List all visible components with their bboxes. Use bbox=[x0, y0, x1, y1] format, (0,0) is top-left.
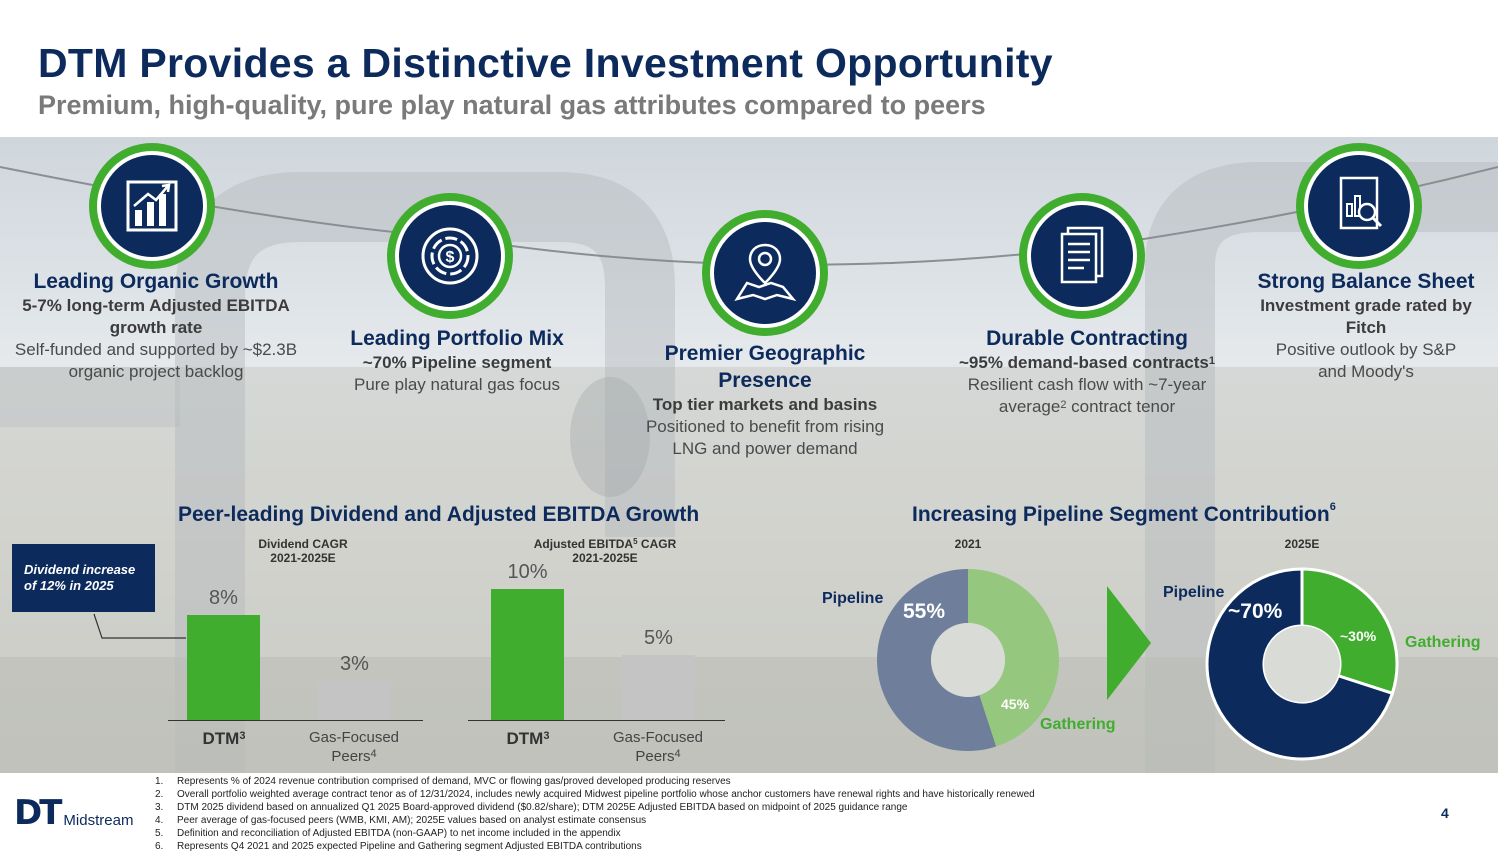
donut-chart-2021 bbox=[877, 569, 1059, 751]
donut-chart-2025 bbox=[1205, 567, 1399, 761]
logo-mark: DT bbox=[14, 793, 62, 833]
growth-section-title: Peer-leading Dividend and Adjusted EBITD… bbox=[178, 503, 700, 526]
feature-bold-text: Investment grade rated by Fitch bbox=[1260, 296, 1472, 337]
ebitda-cagr-heading: Adjusted EBITDA5 CAGR 2021-2025E bbox=[533, 537, 677, 565]
category-label: Gas-Focused Peers4 bbox=[612, 729, 704, 765]
bar-peers-dividend bbox=[318, 680, 391, 720]
feature-heading: Strong Balance Sheet bbox=[1257, 270, 1475, 293]
feature-heading: Leading Portfolio Mix bbox=[350, 327, 564, 350]
bar-dtm-ebitda bbox=[491, 589, 564, 720]
donut-slice-pipeline bbox=[877, 569, 997, 751]
footnotes: 1. Represents % of 2024 revenue contribut… bbox=[155, 775, 1035, 853]
feature-balance-sheet: Strong Balance Sheet Investment grade ra… bbox=[1250, 268, 1482, 383]
page-number: 4 bbox=[1441, 805, 1449, 821]
bar-value-label: 3% bbox=[340, 652, 369, 675]
feature-portfolio-mix: Leading Portfolio Mix ~70% Pipeline segm… bbox=[327, 325, 587, 396]
feature-bold-text: 5-7% long-term Adjusted EBITDA growth ra… bbox=[22, 296, 290, 337]
footnote-item: 6. Represents Q4 2021 and 2025 expected P… bbox=[155, 841, 642, 852]
feature-heading: Durable Contracting bbox=[986, 327, 1188, 350]
donut-value-pipeline-2021: 55% bbox=[903, 600, 946, 623]
category-label: DTM3 bbox=[202, 729, 246, 748]
footnote-item: 3. DTM 2025 dividend based on annualized … bbox=[155, 802, 908, 813]
donut-value-gathering-2025: ~30% bbox=[1340, 628, 1377, 644]
feature-text: Resilient cash flow with ~7-year average… bbox=[967, 375, 1207, 416]
page-title: DTM Provides a Distinctive Investment Op… bbox=[38, 40, 1053, 86]
feature-geographic-presence: Premier Geographic Presence Top tier mar… bbox=[625, 340, 905, 460]
bar-value-label: 5% bbox=[644, 626, 673, 649]
donut-2021-heading: 2021 bbox=[954, 537, 982, 551]
donut-2025-heading: 2025E bbox=[1284, 537, 1320, 551]
category-label: DTM3 bbox=[506, 729, 550, 748]
donut-slice-gathering bbox=[968, 569, 1059, 747]
feature-organic-growth: Leading Organic Growth 5-7% long-term Ad… bbox=[5, 268, 307, 383]
donut-value-gathering-2021: 45% bbox=[1001, 696, 1030, 712]
dollar-dial-icon: $ bbox=[387, 193, 513, 319]
feature-text: Pure play natural gas focus bbox=[353, 375, 560, 394]
donut-label-pipeline-2025: Pipeline bbox=[1163, 584, 1225, 601]
page-subtitle: Premium, high-quality, pure play natural… bbox=[38, 90, 986, 120]
feature-bold-text: ~70% Pipeline segment bbox=[362, 353, 552, 372]
footnote-item: 5. Definition and reconciliation of Adjus… bbox=[155, 828, 621, 839]
svg-text:$: $ bbox=[446, 249, 455, 266]
donut-label-gathering-2025: Gathering bbox=[1405, 634, 1481, 651]
logo-name: Midstream bbox=[63, 812, 134, 829]
dt-midstream-logo: DT Midstream bbox=[14, 793, 134, 833]
footnote-item: 1. Represents % of 2024 revenue contribut… bbox=[155, 776, 731, 787]
pipeline-section-title: Increasing Pipeline Segment Contribution… bbox=[912, 501, 1336, 526]
feature-text: Self-funded and supported by ~$2.3B orga… bbox=[14, 340, 298, 381]
donut-label-gathering-2021: Gathering bbox=[1040, 716, 1116, 733]
feature-heading: Premier Geographic Presence bbox=[664, 342, 866, 392]
dividend-cagr-heading: Dividend CAGR 2021-2025E bbox=[258, 537, 348, 565]
donut-value-pipeline-2025: ~70% bbox=[1228, 600, 1283, 623]
feature-text: Positioned to benefit from rising LNG an… bbox=[645, 417, 885, 458]
feature-bold-text: Top tier markets and basins bbox=[652, 395, 878, 414]
feature-heading: Leading Organic Growth bbox=[33, 270, 279, 293]
report-magnifier-icon bbox=[1296, 143, 1422, 269]
right-arrow-icon bbox=[1107, 586, 1151, 700]
footnote-item: 4. Peer average of gas-focused peers (WMB… bbox=[155, 815, 647, 826]
category-label: Gas-Focused Peers4 bbox=[308, 729, 400, 765]
bar-dtm-dividend bbox=[187, 615, 260, 720]
donut-hole bbox=[931, 623, 1005, 697]
bar-value-label: 8% bbox=[209, 587, 238, 610]
feature-durable-contracting: Durable Contracting ~95% demand-based co… bbox=[937, 325, 1237, 418]
map-pin-icon bbox=[702, 210, 828, 336]
bar-value-label: 10% bbox=[507, 561, 548, 583]
documents-icon bbox=[1019, 193, 1145, 319]
donut-hole bbox=[1264, 626, 1340, 702]
donut-label-pipeline-2021: Pipeline bbox=[822, 590, 884, 607]
x-axis-line bbox=[468, 720, 725, 721]
feature-text: Positive outlook by S&P and Moody's bbox=[1275, 340, 1457, 381]
x-axis-line bbox=[168, 720, 423, 721]
feature-bold-text: ~95% demand-based contracts1 bbox=[958, 353, 1216, 372]
footnote-item: 2. Overall portfolio weighted average con… bbox=[155, 789, 1035, 800]
dividend-callout: Dividend increase of 12% in 2025 bbox=[12, 544, 155, 612]
bar-peers-ebitda bbox=[622, 654, 695, 720]
callout-pointer bbox=[93, 613, 186, 639]
growth-chart-icon bbox=[89, 143, 215, 269]
